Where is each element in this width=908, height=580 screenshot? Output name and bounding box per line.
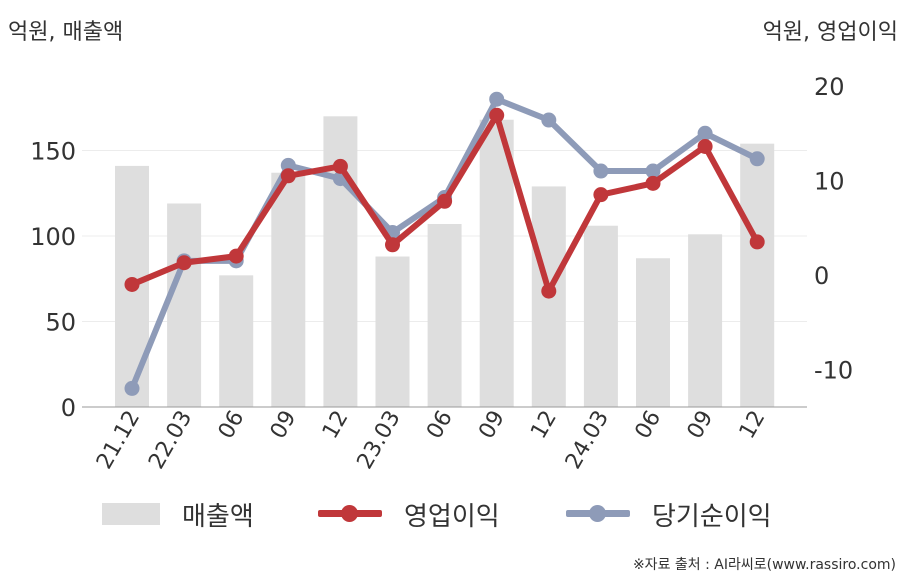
bar-sales [688, 234, 723, 407]
point-operating-profit [541, 283, 557, 299]
bar-sales [479, 119, 514, 407]
legend-swatch-operating-profit [318, 502, 382, 526]
bar-sales [427, 224, 462, 407]
legend-label-operating-profit: 영업이익 [404, 501, 500, 532]
point-net-income [541, 112, 557, 128]
point-operating-profit [280, 168, 296, 184]
bar-sales [583, 225, 618, 407]
x-tick-label: 12 [318, 407, 354, 444]
legend-swatch-sales [102, 503, 160, 525]
x-tick-label: 09 [474, 407, 510, 444]
right-axis-unit: 억원, 영업이익 [762, 20, 898, 45]
x-tick-label: 21.12 [92, 407, 145, 474]
point-net-income [749, 151, 765, 167]
left-tick-label: 100 [30, 223, 76, 251]
point-net-income [645, 163, 661, 179]
legend-item-net-income: 당기순이익 [566, 494, 772, 534]
x-tick-label: 12 [735, 407, 771, 444]
right-tick-label: -10 [814, 357, 853, 385]
point-operating-profit [749, 234, 765, 250]
x-tick-label: 24.03 [561, 407, 614, 474]
point-operating-profit [437, 193, 453, 209]
legend-swatch-net-income [566, 502, 630, 526]
right-tick-label: 0 [814, 262, 829, 290]
x-tick-label: 06 [422, 407, 458, 444]
legend-item-sales: 매출액 [102, 494, 254, 534]
left-tick-label: 150 [30, 138, 76, 166]
point-net-income [697, 125, 713, 141]
point-net-income [124, 380, 140, 396]
bar-sales [740, 143, 775, 407]
point-operating-profit [697, 138, 713, 154]
legend: 매출액 영업이익 당기순이익 [0, 494, 908, 534]
bar-sales [636, 258, 670, 407]
left-tick-label: 50 [45, 309, 76, 337]
x-tick-label: 23.03 [353, 407, 406, 474]
point-operating-profit [176, 255, 192, 271]
point-operating-profit [124, 276, 140, 292]
legend-label-sales: 매출액 [182, 501, 254, 532]
x-tick-label: 09 [266, 407, 302, 444]
legend-label-net-income: 당기순이익 [652, 501, 772, 532]
x-tick-label: 09 [683, 407, 719, 444]
x-tick-label: 06 [631, 407, 667, 444]
point-operating-profit [645, 175, 661, 191]
point-operating-profit [332, 158, 348, 174]
point-net-income [280, 157, 296, 173]
point-net-income [593, 163, 609, 179]
left-tick-label: 0 [61, 394, 76, 422]
point-net-income [489, 91, 505, 107]
legend-item-operating-profit: 영업이익 [318, 494, 500, 534]
point-operating-profit [593, 187, 609, 203]
left-axis-unit: 억원, 매출액 [8, 20, 124, 45]
point-operating-profit [385, 237, 400, 253]
source-note: ※자료 출처 : AI라씨로(www.rassiro.com) [632, 557, 896, 573]
right-tick-label: 20 [814, 73, 845, 101]
right-tick-label: 10 [814, 168, 845, 196]
point-operating-profit [489, 107, 505, 123]
x-tick-label: 22.03 [144, 407, 197, 474]
bar-sales [271, 172, 306, 407]
x-tick-label: 12 [526, 407, 562, 444]
point-operating-profit [228, 248, 244, 264]
bar-sales [375, 256, 410, 407]
x-tick-label: 06 [214, 407, 250, 444]
bar-sales [219, 275, 254, 407]
bar-sales [167, 203, 202, 407]
